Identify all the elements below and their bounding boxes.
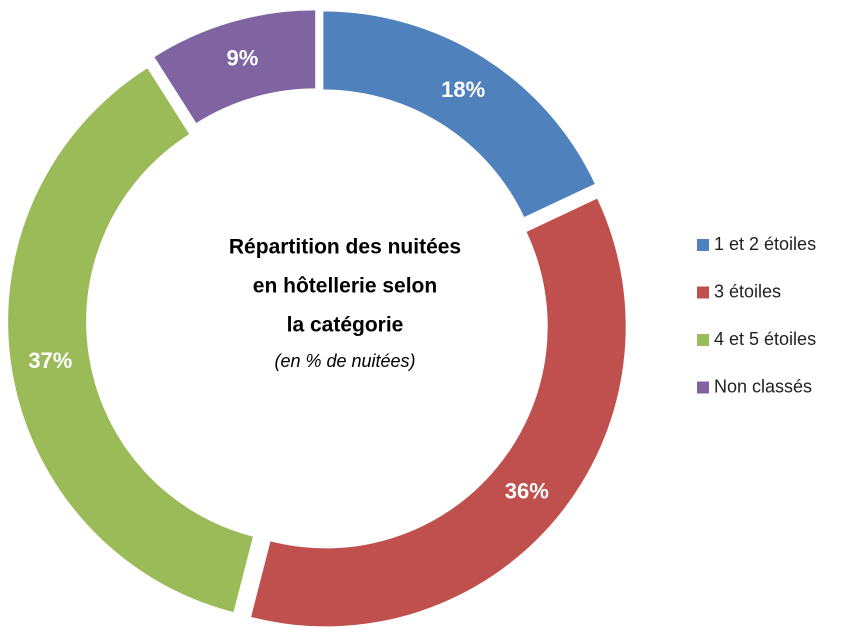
donut-slice: [154, 10, 316, 123]
chart-subtitle: (en % de nuitées): [274, 351, 415, 371]
donut-slice: [251, 198, 626, 627]
chart-title: Répartition des nuitées: [229, 236, 461, 259]
legend-swatch: [697, 334, 709, 346]
legend-label: Non classés: [714, 376, 812, 396]
legend-swatch: [697, 286, 709, 299]
legend-label: 3 étoiles: [714, 281, 781, 301]
value-label: 36%: [505, 479, 549, 504]
chart-title: en hôtellerie selon: [253, 275, 437, 298]
chart-title: la catégorie: [287, 314, 404, 337]
donut-slice: [323, 11, 595, 218]
legend-label: 4 et 5 étoiles: [714, 329, 816, 349]
legend-swatch: [697, 381, 709, 394]
value-label: 18%: [441, 77, 485, 102]
value-label: 37%: [28, 348, 72, 373]
value-label: 9%: [226, 46, 258, 71]
donut-slice: [8, 68, 253, 613]
legend-label: 1 et 2 étoiles: [714, 234, 816, 254]
legend-swatch: [697, 239, 709, 251]
